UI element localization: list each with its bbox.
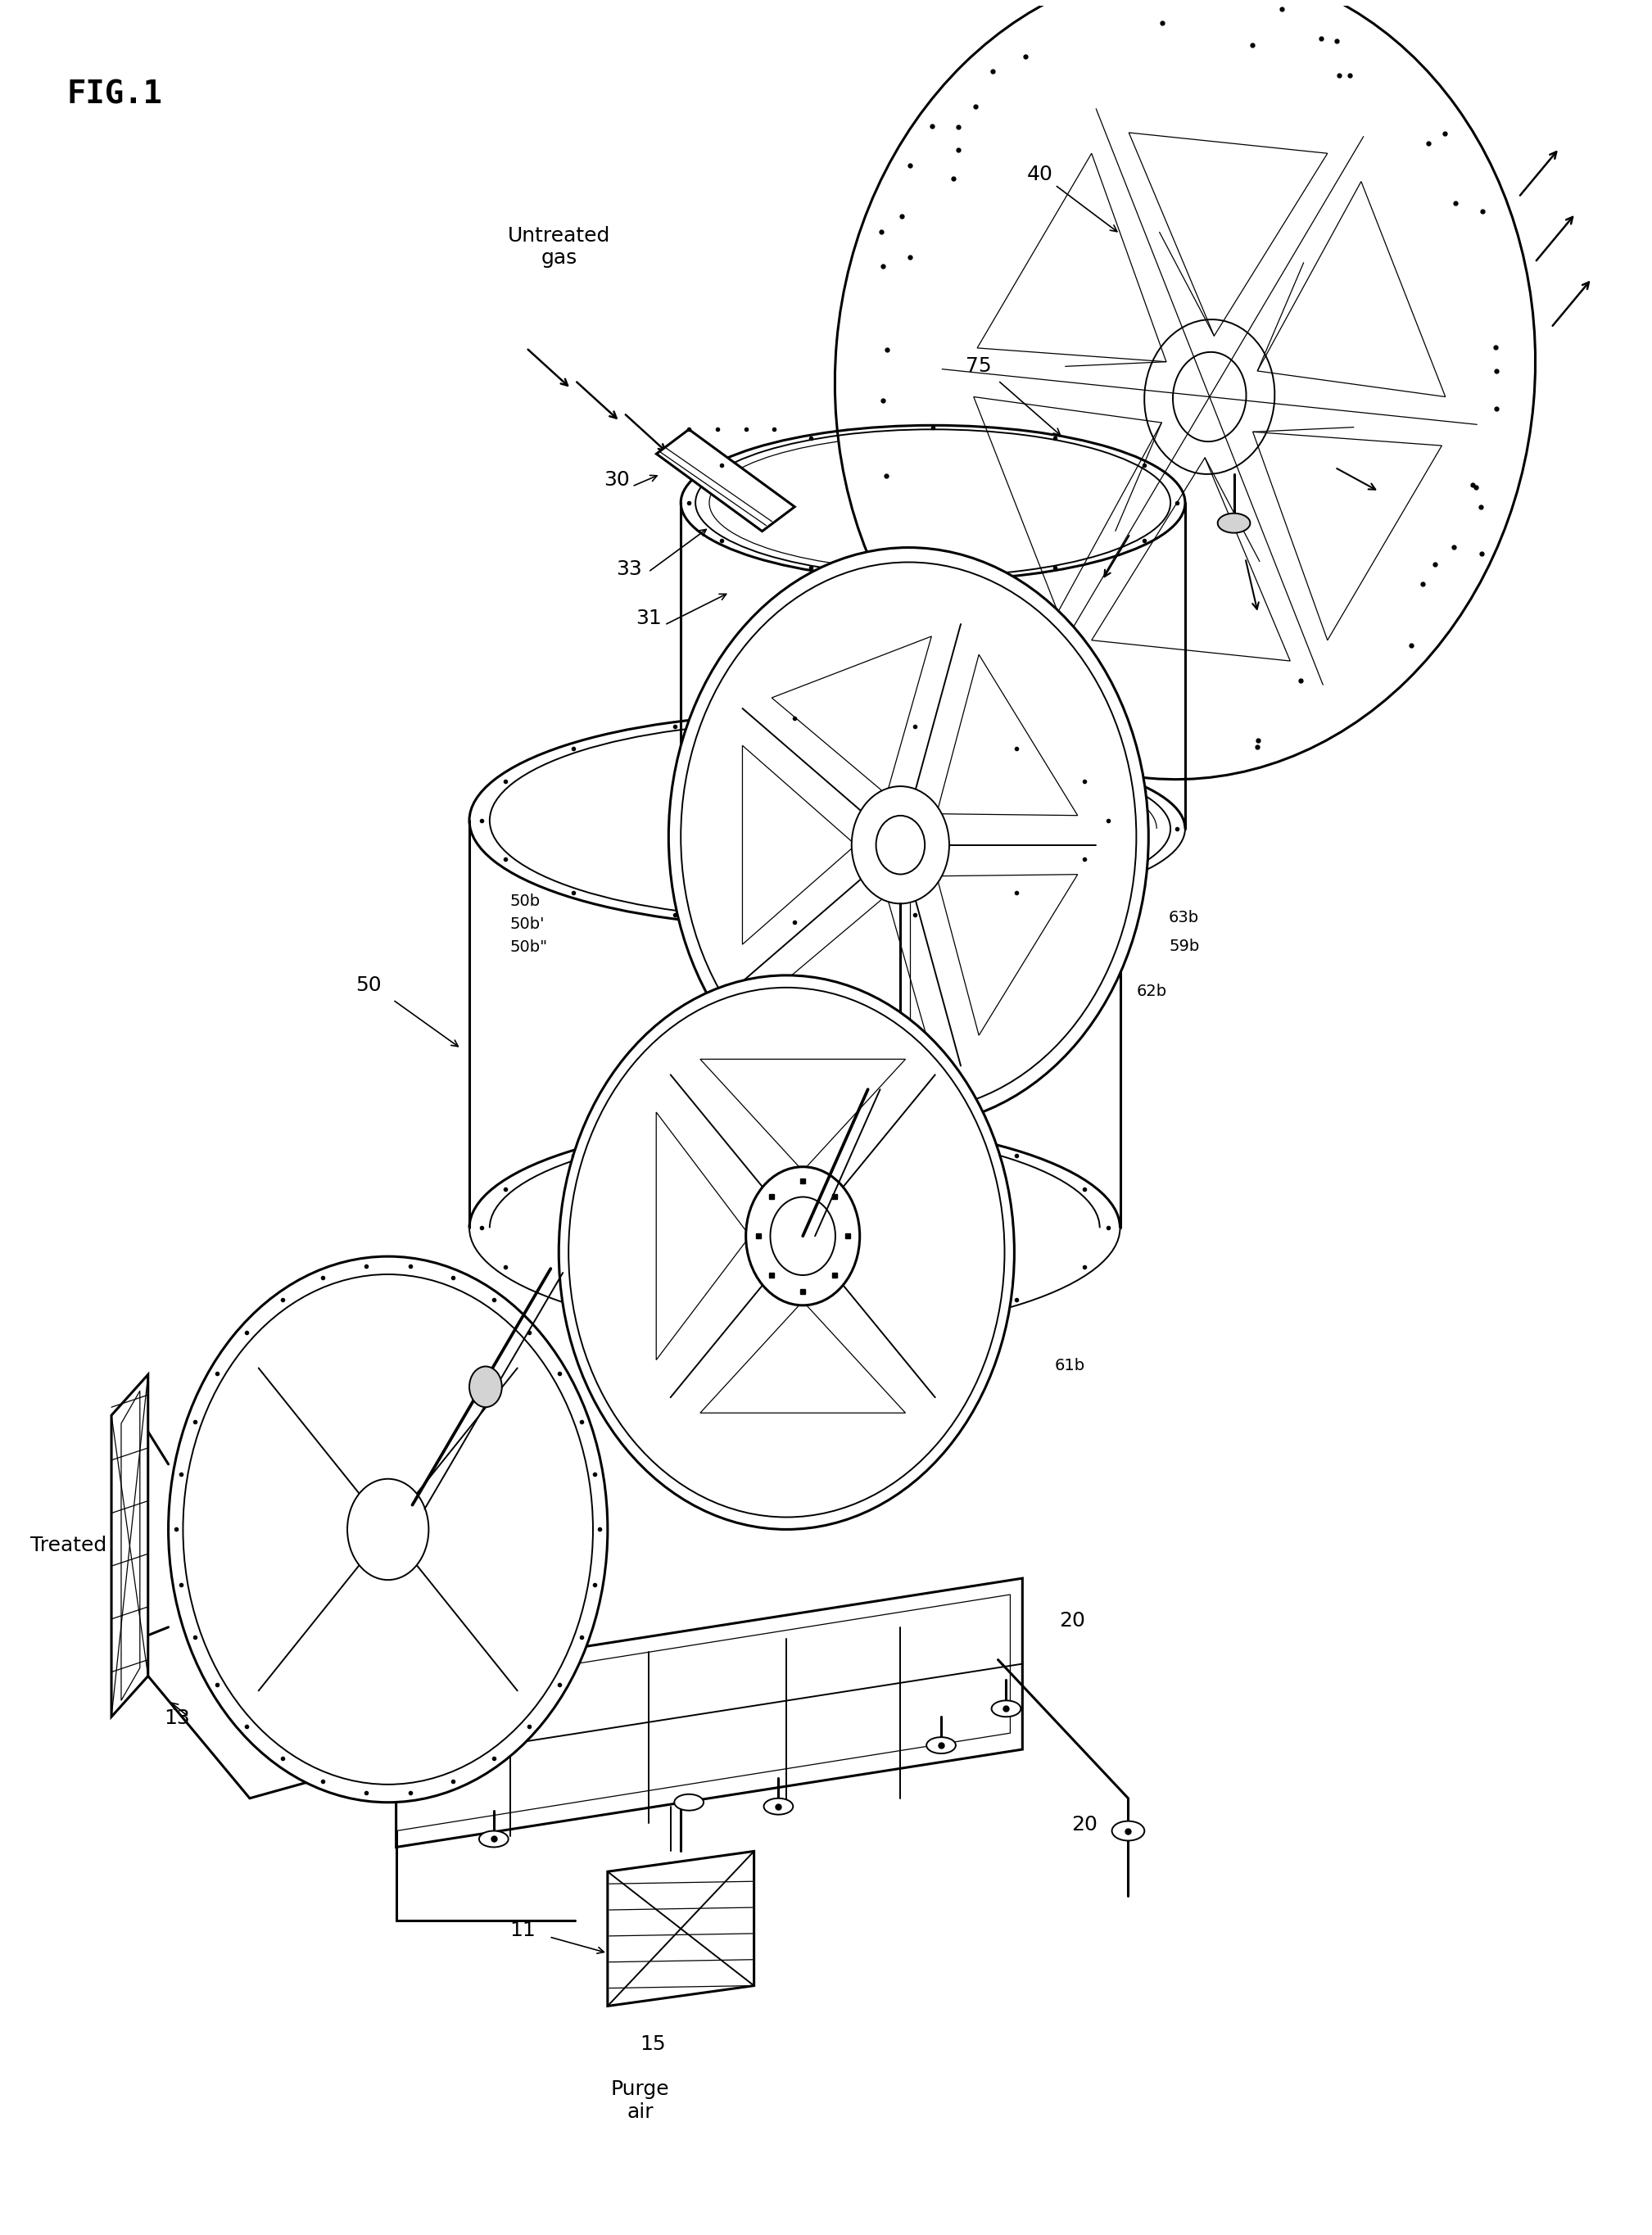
Text: 59b: 59b: [1170, 939, 1199, 954]
Text: 33: 33: [616, 559, 641, 579]
Polygon shape: [396, 1578, 1023, 1846]
Text: 50b": 50b": [510, 939, 548, 954]
Polygon shape: [608, 1851, 753, 2007]
Ellipse shape: [1173, 353, 1246, 443]
Ellipse shape: [876, 816, 925, 874]
Text: 70: 70: [542, 1497, 568, 1518]
Polygon shape: [111, 1375, 149, 1716]
Ellipse shape: [347, 1480, 428, 1580]
Ellipse shape: [763, 1799, 793, 1815]
Text: 50b': 50b': [510, 916, 545, 932]
Text: 50a: 50a: [583, 1196, 613, 1211]
Ellipse shape: [834, 0, 1535, 780]
Text: 31: 31: [636, 608, 662, 628]
Ellipse shape: [669, 548, 1148, 1126]
Ellipse shape: [852, 787, 950, 903]
Text: 53a: 53a: [608, 1113, 638, 1129]
Text: FIG.1: FIG.1: [66, 78, 162, 110]
Text: 55a: 55a: [933, 1390, 963, 1406]
Text: 59a: 59a: [897, 1424, 927, 1439]
Ellipse shape: [747, 1167, 859, 1305]
Text: 62b: 62b: [1137, 983, 1166, 999]
Text: 57a: 57a: [831, 1363, 861, 1379]
Text: 30: 30: [603, 469, 629, 489]
Text: 10: 10: [477, 1390, 504, 1410]
Ellipse shape: [1218, 514, 1251, 532]
Text: 59b: 59b: [709, 742, 740, 758]
Text: Untreated
gas: Untreated gas: [507, 226, 610, 268]
Ellipse shape: [558, 974, 1014, 1529]
Ellipse shape: [1112, 1822, 1145, 1842]
Text: 61b: 61b: [1056, 1359, 1085, 1375]
Text: 63b: 63b: [1170, 910, 1199, 925]
Polygon shape: [656, 429, 795, 532]
Ellipse shape: [770, 1198, 836, 1276]
Text: 63b: 63b: [700, 764, 732, 780]
Text: 20: 20: [1070, 1815, 1097, 1835]
Ellipse shape: [1145, 320, 1275, 474]
Ellipse shape: [927, 1737, 957, 1754]
Text: 50: 50: [355, 974, 382, 995]
Ellipse shape: [991, 1701, 1021, 1716]
Ellipse shape: [674, 1795, 704, 1810]
Text: 40: 40: [1026, 165, 1052, 183]
Text: 51a: 51a: [859, 1390, 890, 1406]
Ellipse shape: [479, 1830, 509, 1846]
Text: 15: 15: [639, 2034, 666, 2054]
Text: 64b: 64b: [714, 784, 743, 800]
Text: Treated gas: Treated gas: [30, 1535, 149, 1556]
Ellipse shape: [469, 1366, 502, 1408]
Text: 50b: 50b: [510, 894, 540, 910]
Text: Purge
air: Purge air: [611, 2079, 669, 2121]
Text: 20: 20: [1059, 1611, 1085, 1632]
Text: 11: 11: [510, 1920, 535, 1940]
Text: 75: 75: [965, 355, 991, 375]
Ellipse shape: [169, 1256, 608, 1801]
Text: 13: 13: [164, 1708, 190, 1728]
Text: 17: 17: [519, 1439, 544, 1459]
